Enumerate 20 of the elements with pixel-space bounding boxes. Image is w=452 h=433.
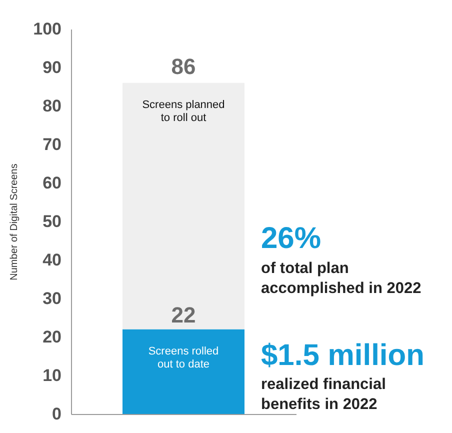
annotation: of total plan accomplished in 2022 bbox=[261, 260, 422, 297]
y-tick-label: 0 bbox=[52, 404, 62, 424]
y-tick-label: 80 bbox=[42, 96, 62, 116]
y-tick-label: 20 bbox=[42, 328, 62, 346]
y-tick-label: 100 bbox=[33, 20, 62, 38]
series-label: Screens planned to roll out bbox=[142, 98, 225, 124]
y-tick-label: 70 bbox=[42, 135, 62, 154]
y-tick-label: 10 bbox=[42, 366, 62, 385]
series-label: Screens rolled out to date bbox=[148, 345, 219, 370]
y-tick-label: 90 bbox=[42, 58, 62, 77]
total-label: 86 bbox=[171, 54, 196, 79]
y-axis-title: Number of Digital Screens bbox=[9, 164, 20, 280]
data-label: 22 bbox=[171, 302, 196, 328]
y-tick-label: 60 bbox=[42, 174, 62, 192]
annotation: 26% bbox=[261, 222, 322, 255]
annotation: realized financial benefits in 2022 bbox=[261, 376, 386, 413]
y-tick-label: 40 bbox=[42, 250, 62, 270]
annotation: $1.5 million bbox=[261, 339, 424, 372]
y-tick-label: 50 bbox=[42, 212, 62, 231]
y-tick-label: 30 bbox=[42, 289, 62, 308]
